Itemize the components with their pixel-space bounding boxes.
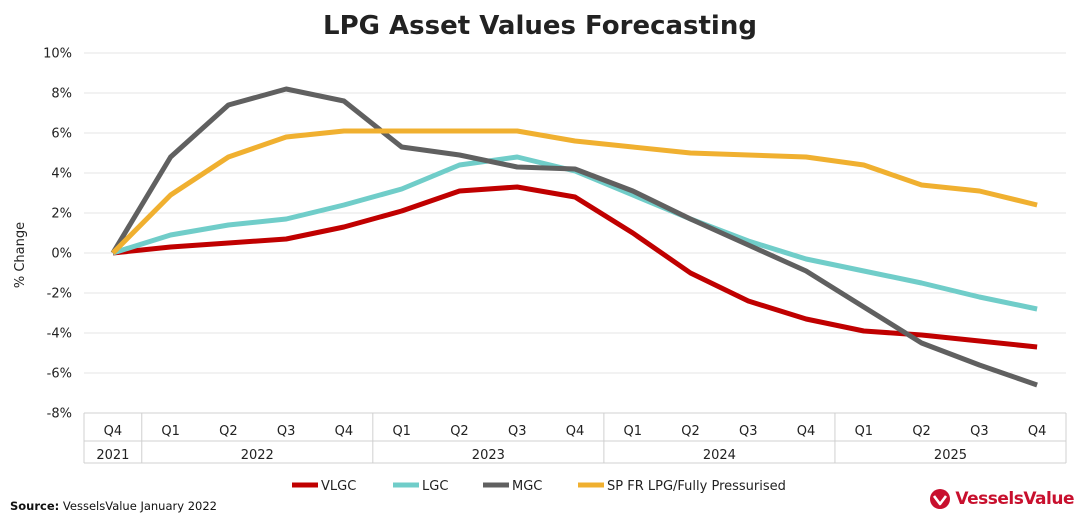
x-tick-label: Q4: [335, 424, 354, 439]
legend-label: VLGC: [321, 479, 356, 494]
source-label: Source:: [10, 499, 60, 513]
axes: -8% -6% -4% -2% 0% 2% 4% 6% 8% 10% Q4 Q1 Q2 Q3 Q4 Q1 Q2 Q…: [13, 47, 1067, 464]
source-text: VesselsValue January 2022: [59, 499, 217, 513]
legend: VLGC LGC MGC SP FR LPG/Fully Pressurised: [292, 479, 786, 494]
x-tick-label: Q4: [797, 424, 816, 439]
x-tick-label: Q2: [219, 424, 238, 439]
y-tick-label: 10%: [43, 47, 72, 62]
legend-label: MGC: [512, 479, 542, 494]
series-lines: [110, 86, 1038, 388]
series-line-sp-fr-lpg-fully-pressurised: [111, 128, 1038, 255]
year-label: 2025: [934, 448, 967, 463]
year-label: 2021: [96, 448, 129, 463]
brand-name: VesselsValue: [955, 489, 1074, 509]
year-label: 2022: [241, 448, 274, 463]
grid: [84, 52, 1066, 414]
x-tick-label: Q3: [508, 424, 527, 439]
brand-logo: VesselsValue: [929, 488, 1074, 510]
series-line-vlgc: [112, 184, 1038, 350]
y-tick-label: 2%: [51, 207, 72, 222]
x-tick-label: Q1: [161, 424, 180, 439]
y-tick-label: 6%: [51, 127, 72, 142]
chart-title: LPG Asset Values Forecasting: [323, 11, 757, 41]
legend-label: SP FR LPG/Fully Pressurised: [607, 479, 786, 494]
y-tick-label: 0%: [51, 247, 72, 262]
x-tick-label: Q4: [104, 424, 123, 439]
x-tick-label: Q4: [566, 424, 585, 439]
x-tick-label: Q4: [1028, 424, 1047, 439]
y-axis-label: % Change: [13, 222, 28, 288]
y-tick-label: 4%: [51, 167, 72, 182]
y-tick-label: -8%: [47, 407, 72, 422]
x-tick-label: Q3: [970, 424, 989, 439]
year-label: 2024: [703, 448, 736, 463]
x-tick-label: Q2: [681, 424, 700, 439]
x-tick-label: Q1: [392, 424, 411, 439]
legend-label: LGC: [422, 479, 448, 494]
y-tick-label: -2%: [47, 287, 72, 302]
x-tick-label: Q1: [624, 424, 643, 439]
y-tick-label: -6%: [47, 367, 72, 382]
source-note: Source: VesselsValue January 2022: [10, 499, 217, 513]
year-label: 2023: [472, 448, 505, 463]
x-tick-label: Q3: [277, 424, 296, 439]
series-line-mgc: [110, 86, 1038, 388]
y-tick-label: -4%: [47, 327, 72, 342]
series-line-lgc: [112, 154, 1038, 312]
x-tick-label: Q2: [912, 424, 931, 439]
x-tick-label: Q2: [450, 424, 469, 439]
y-tick-label: 8%: [51, 87, 72, 102]
brand-icon: [930, 489, 951, 509]
x-tick-label: Q1: [855, 424, 874, 439]
x-tick-label: Q3: [739, 424, 758, 439]
